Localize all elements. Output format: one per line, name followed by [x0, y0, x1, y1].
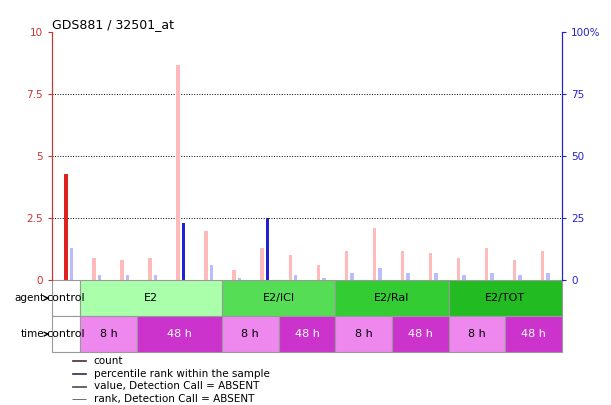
Bar [434, 273, 437, 280]
Text: time: time [21, 329, 44, 339]
Bar [72, 373, 86, 374]
Bar [350, 273, 354, 280]
Bar [335, 280, 448, 316]
Bar [238, 278, 241, 280]
Bar [266, 218, 269, 280]
Bar [518, 275, 522, 280]
Text: E2: E2 [144, 293, 158, 303]
Bar [429, 253, 432, 280]
Text: 8 h: 8 h [100, 329, 117, 339]
Bar [210, 265, 213, 280]
Text: control: control [47, 293, 86, 303]
Bar [541, 251, 544, 280]
Bar [266, 271, 269, 280]
Bar [345, 251, 348, 280]
Bar [546, 273, 550, 280]
Bar [232, 271, 236, 280]
Bar [485, 248, 488, 280]
Bar [70, 248, 73, 280]
Bar [378, 268, 382, 280]
Bar [137, 316, 222, 352]
Text: 8 h: 8 h [468, 329, 486, 339]
Bar [182, 223, 185, 280]
Text: E2/Ral: E2/Ral [375, 293, 410, 303]
Bar [205, 231, 208, 280]
Text: control: control [47, 329, 86, 339]
Bar [505, 316, 562, 352]
Text: 48 h: 48 h [167, 329, 192, 339]
Bar [148, 258, 152, 280]
Text: E2/ICI: E2/ICI [263, 293, 295, 303]
Text: 48 h: 48 h [295, 329, 320, 339]
Bar [92, 258, 96, 280]
Bar [448, 316, 505, 352]
Text: 48 h: 48 h [521, 329, 546, 339]
Bar [64, 174, 68, 280]
Text: 8 h: 8 h [355, 329, 373, 339]
Text: agent: agent [14, 293, 44, 303]
Bar [80, 280, 222, 316]
Bar [288, 256, 292, 280]
Bar [463, 275, 466, 280]
Bar [392, 316, 448, 352]
Bar [177, 65, 180, 280]
Bar [491, 273, 494, 280]
Bar [222, 280, 335, 316]
Bar [316, 265, 320, 280]
Bar [401, 251, 404, 280]
Bar [72, 386, 86, 387]
Bar [72, 360, 86, 361]
Text: value, Detection Call = ABSENT: value, Detection Call = ABSENT [93, 381, 259, 391]
Bar [373, 228, 376, 280]
Bar [456, 258, 460, 280]
Text: GDS881 / 32501_at: GDS881 / 32501_at [52, 18, 174, 31]
Bar [406, 273, 409, 280]
Text: 8 h: 8 h [241, 329, 259, 339]
Bar [52, 280, 80, 316]
Bar [279, 316, 335, 352]
Bar [182, 223, 185, 280]
Text: percentile rank within the sample: percentile rank within the sample [93, 369, 269, 379]
Bar [322, 278, 326, 280]
Text: count: count [93, 356, 123, 366]
Bar [222, 316, 279, 352]
Bar [294, 275, 298, 280]
Bar [448, 280, 562, 316]
Bar [64, 174, 68, 280]
Bar [513, 260, 516, 280]
Bar [98, 275, 101, 280]
Bar [120, 260, 123, 280]
Bar [154, 275, 158, 280]
Bar [126, 275, 130, 280]
Text: rank, Detection Call = ABSENT: rank, Detection Call = ABSENT [93, 394, 254, 404]
Bar [80, 316, 137, 352]
Text: E2/TOT: E2/TOT [485, 293, 525, 303]
Text: 48 h: 48 h [408, 329, 433, 339]
Bar [52, 316, 80, 352]
Bar [260, 248, 264, 280]
Bar [335, 316, 392, 352]
